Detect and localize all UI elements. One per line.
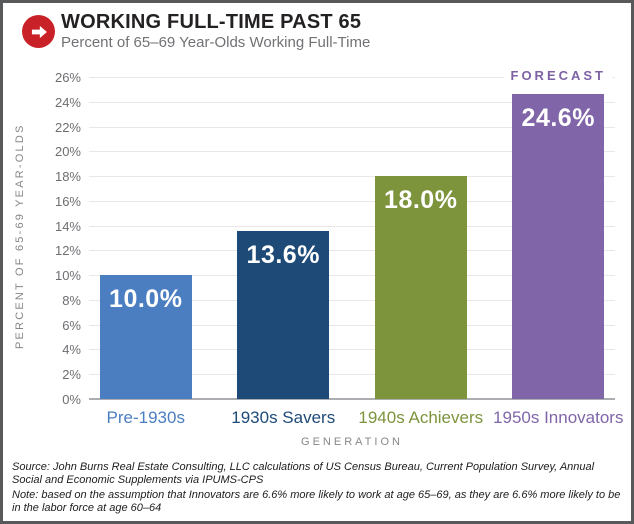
y-tick-label: 22% [54,119,81,135]
plot-area: 0% 2% 4% 6% 8% 10% 12% 14% 16% 18% 20% 22% 24% 26% 10.… [55,68,623,427]
bar-1950s-innovators: 24.6% [512,94,605,399]
gridline [89,275,615,277]
y-tick-label: 12% [54,243,81,259]
gridline [89,151,615,153]
arrow-right-circle-icon [22,15,55,48]
y-tick-label: 14% [54,218,81,234]
bar-value-label: 10.0% [109,285,183,314]
gridline [89,374,615,376]
gridline [89,176,615,178]
y-tick-label: 6% [62,317,81,333]
gridline [89,225,615,227]
y-axis-title: PERCENT OF 65-69 YEAR-OLDS [14,123,26,349]
bar-value-label: 13.6% [246,240,320,269]
y-tick-label: 2% [62,367,81,383]
y-tick-label: 10% [54,268,81,284]
category-label: Pre-1930s [106,408,185,427]
bar-1930s-savers: 13.6% [237,230,330,399]
category-label: 1940s Achievers [358,408,484,427]
assumption-note: Note: based on the assumption that Innov… [12,489,621,514]
x-axis-title: GENERATION [301,436,403,448]
gridline [89,126,615,128]
arrow-right-glyph [31,25,47,38]
footnotes: Source: John Burns Real Estate Consultin… [12,461,626,517]
gridline [89,77,615,78]
page-title: WORKING FULL-TIME PAST 65 [61,11,362,33]
bar-value-label: 18.0% [384,186,458,215]
gridline [89,349,615,351]
y-tick-label: 16% [54,193,81,209]
gridline [89,101,615,103]
bar-value-label: 24.6% [521,104,595,133]
y-tick-label: 24% [54,94,81,110]
gridline [89,324,615,326]
gridline [89,299,615,301]
forecast-label: FORECAST [504,68,612,83]
gridline [89,250,615,252]
bar-pre-1930s: 10.0% [99,275,192,399]
bar-1940s-achievers: 18.0% [374,176,467,399]
y-tick-label: 20% [54,144,81,160]
y-tick-label: 18% [54,169,81,185]
category-label: 1930s Savers [231,408,336,427]
category-label: 1950s Innovators [493,408,624,427]
y-tick-label: 4% [62,342,81,358]
gridline [89,200,615,202]
page-subtitle: Percent of 65–69 Year-Olds Working Full-… [61,34,371,51]
source-note: Source: John Burns Real Estate Consultin… [12,461,595,486]
y-tick-label: 26% [54,70,81,85]
y-tick-label: 8% [62,292,81,308]
x-axis-line [89,398,615,400]
y-tick-label: 0% [62,392,81,407]
